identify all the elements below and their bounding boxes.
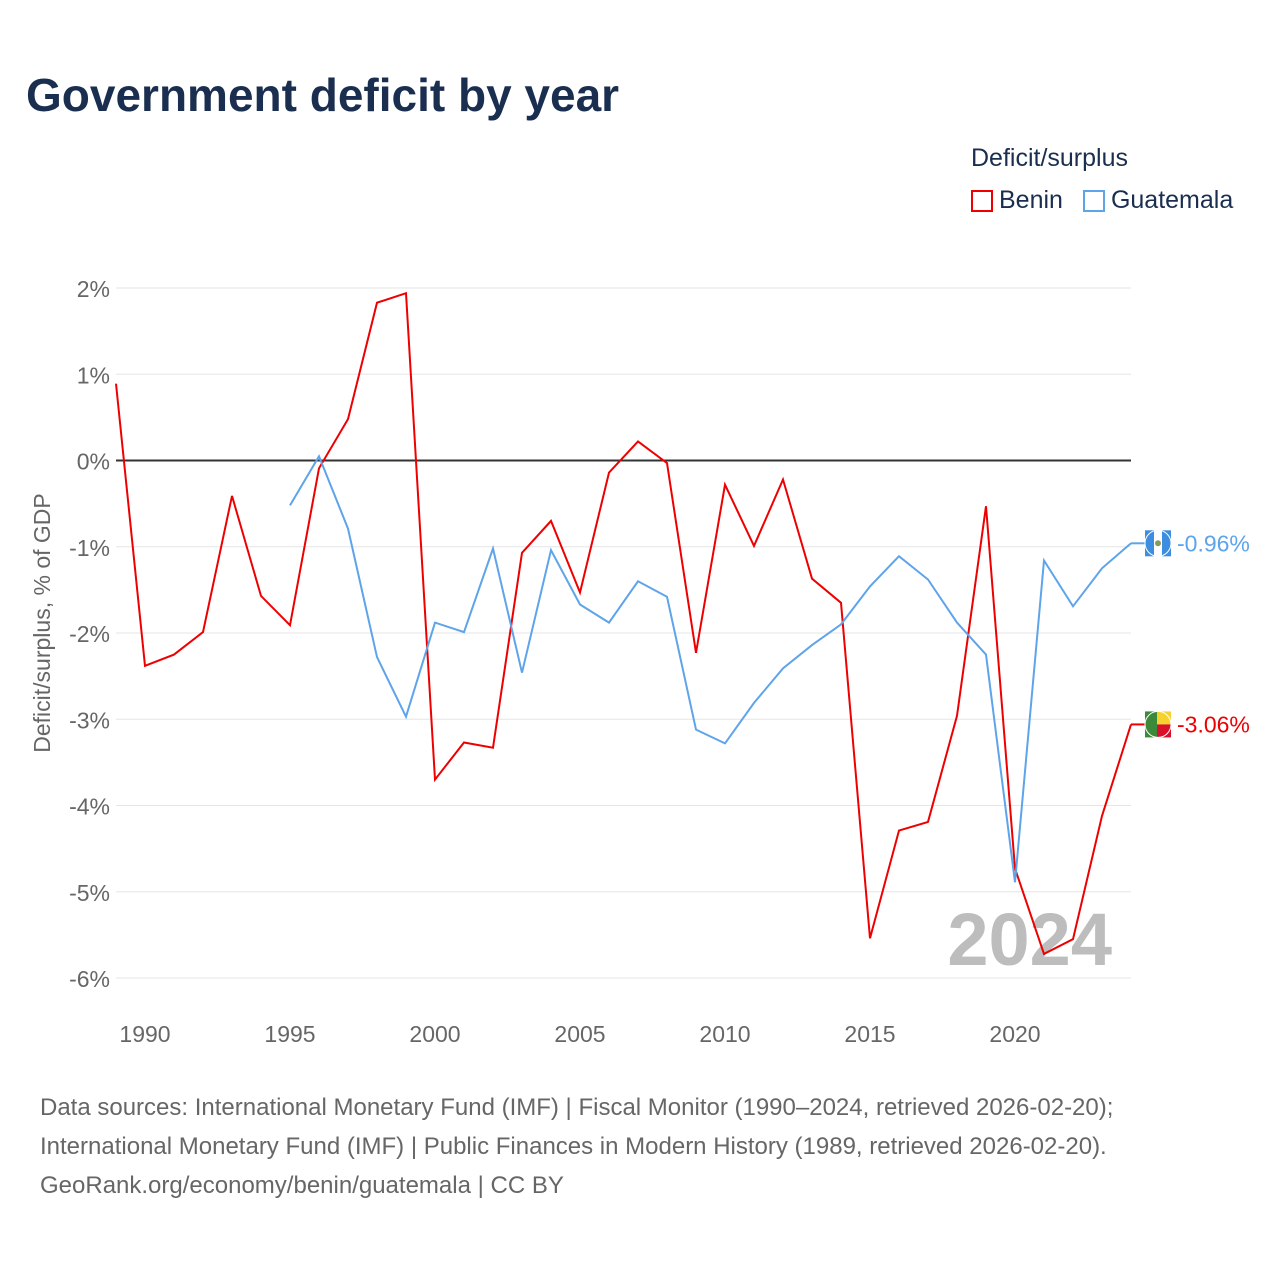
source-line: International Monetary Fund (IMF) | Publ… bbox=[40, 1133, 1107, 1160]
flag-guatemala-emblem-icon bbox=[1155, 540, 1161, 547]
x-tick-label: 1990 bbox=[119, 1021, 170, 1047]
y-tick-label: -4% bbox=[69, 794, 110, 820]
x-tick-label: 1995 bbox=[264, 1021, 315, 1047]
flag-benin-icon bbox=[1157, 711, 1171, 725]
source-line: Data sources: International Monetary Fun… bbox=[40, 1094, 1114, 1121]
legend-item-guatemala[interactable]: Guatemala bbox=[1082, 186, 1234, 215]
flag-benin-icon bbox=[1157, 724, 1171, 738]
attribution-line: GeoRank.org/economy/benin/guatemala | CC… bbox=[40, 1172, 564, 1199]
end-value-label: -0.96% bbox=[1177, 530, 1250, 556]
y-axis-label: Deficit/surplus, % of GDP bbox=[29, 493, 55, 752]
y-tick-label: -1% bbox=[69, 535, 110, 561]
footer: Data sources: International Monetary Fun… bbox=[40, 1088, 1113, 1205]
chart-title: Government deficit by year bbox=[26, 69, 620, 121]
legend-title: Deficit/surplus bbox=[971, 144, 1128, 172]
legend-item-benin[interactable]: Benin bbox=[971, 186, 1063, 215]
x-tick-label: 2000 bbox=[409, 1021, 460, 1047]
flag-border bbox=[1144, 710, 1172, 738]
y-tick-label: 1% bbox=[77, 362, 110, 388]
legend-swatch-guatemala bbox=[1082, 189, 1105, 212]
y-tick-label: -5% bbox=[69, 880, 110, 906]
flag-border bbox=[1144, 529, 1172, 557]
legend-label: Benin bbox=[999, 186, 1063, 214]
flag-guatemala-icon bbox=[1162, 530, 1171, 557]
y-tick-label: -2% bbox=[69, 621, 110, 647]
legend-swatch-benin bbox=[971, 189, 993, 212]
legend: Benin Guatemala bbox=[971, 186, 1233, 215]
series-line-benin bbox=[115, 291, 1132, 956]
series-line-guatemala bbox=[289, 453, 1132, 883]
x-tick-label: 2010 bbox=[699, 1021, 750, 1047]
legend-label: Guatemala bbox=[1110, 186, 1234, 214]
y-tick-label: -6% bbox=[69, 966, 110, 992]
x-tick-label: 2020 bbox=[989, 1021, 1040, 1047]
x-tick-label: 2005 bbox=[554, 1021, 605, 1047]
y-tick-label: 0% bbox=[77, 449, 110, 475]
y-tick-label: 2% bbox=[77, 276, 110, 302]
y-tick-label: -3% bbox=[69, 707, 110, 733]
x-tick-label: 2015 bbox=[844, 1021, 895, 1047]
end-value-label: -3.06% bbox=[1177, 711, 1250, 737]
flag-guatemala-icon bbox=[1145, 530, 1154, 557]
flag-benin-icon bbox=[1145, 711, 1157, 738]
